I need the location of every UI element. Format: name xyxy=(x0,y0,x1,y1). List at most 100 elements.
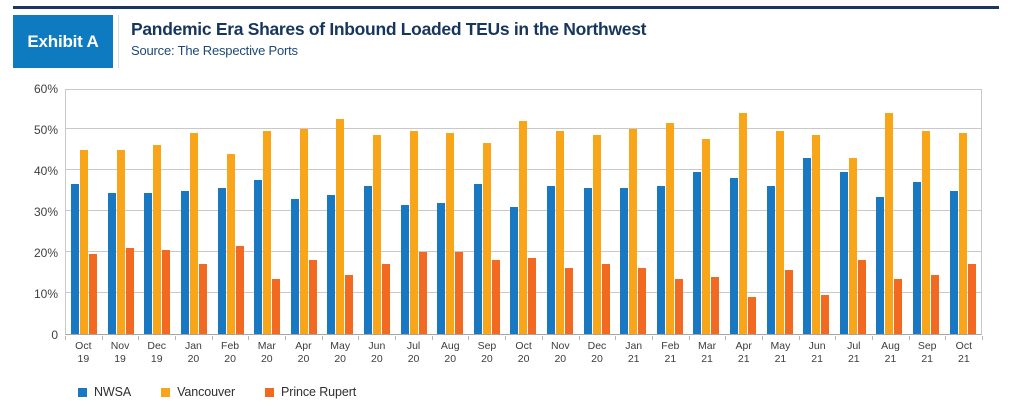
chart-source-line: Source: The Respective Ports xyxy=(131,43,298,58)
x-axis-tick xyxy=(578,336,580,340)
x-axis-tick xyxy=(101,336,103,340)
legend-swatch-icon xyxy=(78,387,87,397)
y-tick-label-60: 60% xyxy=(33,82,58,96)
bar-prince-rupert-aug-21 xyxy=(894,278,903,334)
bar-group-aug-20 xyxy=(432,90,469,334)
x-tick-label-dec-19: Dec 19 xyxy=(147,340,167,365)
bar-vancouver-may-21 xyxy=(775,131,784,334)
x-tick-label-may-20: May 20 xyxy=(330,340,351,365)
bar-prince-rupert-feb-21 xyxy=(674,278,683,334)
x-axis-tick xyxy=(725,336,727,340)
bar-group-apr-20 xyxy=(286,90,323,334)
bar-nwsa-jul-20 xyxy=(400,204,409,334)
bar-prince-rupert-jan-21 xyxy=(638,268,647,334)
bar-vancouver-dec-19 xyxy=(153,145,162,334)
bar-prince-rupert-dec-19 xyxy=(162,250,171,334)
bar-vancouver-jan-21 xyxy=(629,129,638,334)
bar-vancouver-sep-21 xyxy=(921,131,930,334)
exhibit-label-text: Exhibit A xyxy=(27,31,99,51)
bar-vancouver-oct-20 xyxy=(519,120,528,334)
exhibit-label-badge: Exhibit A xyxy=(13,15,113,68)
bar-prince-rupert-may-21 xyxy=(784,270,793,334)
x-tick-label-nov-19: Nov 19 xyxy=(110,340,130,365)
bar-vancouver-jul-20 xyxy=(409,131,418,334)
bar-prince-rupert-oct-19 xyxy=(89,254,98,334)
x-axis-tick xyxy=(468,336,470,340)
chart-title: Pandemic Era Shares of Inbound Loaded TE… xyxy=(131,19,647,39)
bar-group-aug-21 xyxy=(871,90,908,334)
bar-prince-rupert-jun-20 xyxy=(382,264,391,334)
bar-vancouver-oct-19 xyxy=(80,149,89,334)
x-axis-tick xyxy=(175,336,177,340)
x-axis-tick xyxy=(651,336,653,340)
header-top-rule xyxy=(13,6,999,9)
x-tick-label-aug-20: Aug 20 xyxy=(440,340,460,365)
bar-group-may-20 xyxy=(322,90,359,334)
x-axis-tick xyxy=(431,336,433,340)
bar-nwsa-feb-21 xyxy=(656,186,665,334)
y-tick-label-10: 10% xyxy=(33,287,58,301)
y-tick-label-0: 0 xyxy=(51,328,58,342)
x-tick-label-jan-20: Jan 20 xyxy=(184,340,202,365)
bar-vancouver-nov-20 xyxy=(556,131,565,334)
bar-nwsa-apr-21 xyxy=(729,178,738,334)
bar-nwsa-mar-21 xyxy=(693,172,702,334)
x-axis-ticks xyxy=(65,336,983,340)
legend-swatch-icon xyxy=(265,387,275,397)
bar-nwsa-aug-21 xyxy=(876,196,885,334)
x-tick-label-feb-21: Feb 21 xyxy=(661,340,680,365)
bar-group-sep-21 xyxy=(908,90,945,334)
y-tick-label-30: 30% xyxy=(33,205,58,219)
x-axis-tick xyxy=(248,336,250,340)
x-axis-tick xyxy=(65,336,66,340)
x-axis-tick xyxy=(908,336,910,340)
bar-nwsa-jun-20 xyxy=(364,186,373,334)
x-axis-tick xyxy=(835,336,837,340)
bar-prince-rupert-oct-21 xyxy=(967,264,976,334)
chart-legend: NWSA Vancouver Prince Rupert xyxy=(78,385,356,399)
bar-group-oct-21 xyxy=(944,90,981,334)
x-axis-tick xyxy=(688,336,690,340)
bar-group-feb-21 xyxy=(652,90,689,334)
x-tick-label-oct-21: Oct 21 xyxy=(955,340,973,365)
bar-nwsa-jun-21 xyxy=(803,157,812,334)
bar-prince-rupert-may-20 xyxy=(345,274,354,334)
x-tick-label-jun-20: Jun 20 xyxy=(368,340,386,365)
x-axis-tick xyxy=(541,336,543,340)
bar-nwsa-dec-19 xyxy=(144,192,153,334)
bar-group-jun-21 xyxy=(798,90,835,334)
bar-vancouver-mar-20 xyxy=(263,131,272,334)
bar-prince-rupert-dec-20 xyxy=(601,264,610,334)
x-tick-label-apr-21: Apr 21 xyxy=(735,340,752,365)
bar-prince-rupert-sep-20 xyxy=(491,260,500,334)
legend-label: Vancouver xyxy=(177,385,236,399)
bar-group-mar-21 xyxy=(688,90,725,334)
x-axis-tick xyxy=(615,336,617,340)
y-tick-label-50: 50% xyxy=(33,123,58,137)
x-axis-tick xyxy=(358,336,360,340)
bar-group-nov-20 xyxy=(542,90,579,334)
bar-nwsa-sep-21 xyxy=(912,182,921,334)
bar-vancouver-aug-20 xyxy=(446,133,455,334)
bar-group-nov-19 xyxy=(103,90,140,334)
bar-prince-rupert-jul-21 xyxy=(857,260,866,334)
bar-nwsa-sep-20 xyxy=(473,184,482,334)
bar-prince-rupert-apr-21 xyxy=(747,297,756,334)
bar-group-oct-20 xyxy=(505,90,542,334)
bar-group-jun-20 xyxy=(359,90,396,334)
legend-swatch-icon xyxy=(161,387,171,397)
y-tick-label-40: 40% xyxy=(33,164,58,178)
bar-prince-rupert-oct-20 xyxy=(528,258,537,334)
bar-vancouver-jun-20 xyxy=(373,135,382,334)
bar-prince-rupert-jun-21 xyxy=(821,295,830,334)
bar-vancouver-apr-21 xyxy=(738,112,747,334)
x-axis-tick xyxy=(505,336,507,340)
bar-vancouver-jul-21 xyxy=(848,157,857,334)
bar-group-mar-20 xyxy=(249,90,286,334)
bar-nwsa-jan-21 xyxy=(620,188,629,334)
x-tick-label-aug-21: Aug 21 xyxy=(881,340,900,365)
bar-group-dec-19 xyxy=(139,90,176,334)
y-tick-label-20: 20% xyxy=(33,246,58,260)
legend-label: Prince Rupert xyxy=(281,385,357,399)
